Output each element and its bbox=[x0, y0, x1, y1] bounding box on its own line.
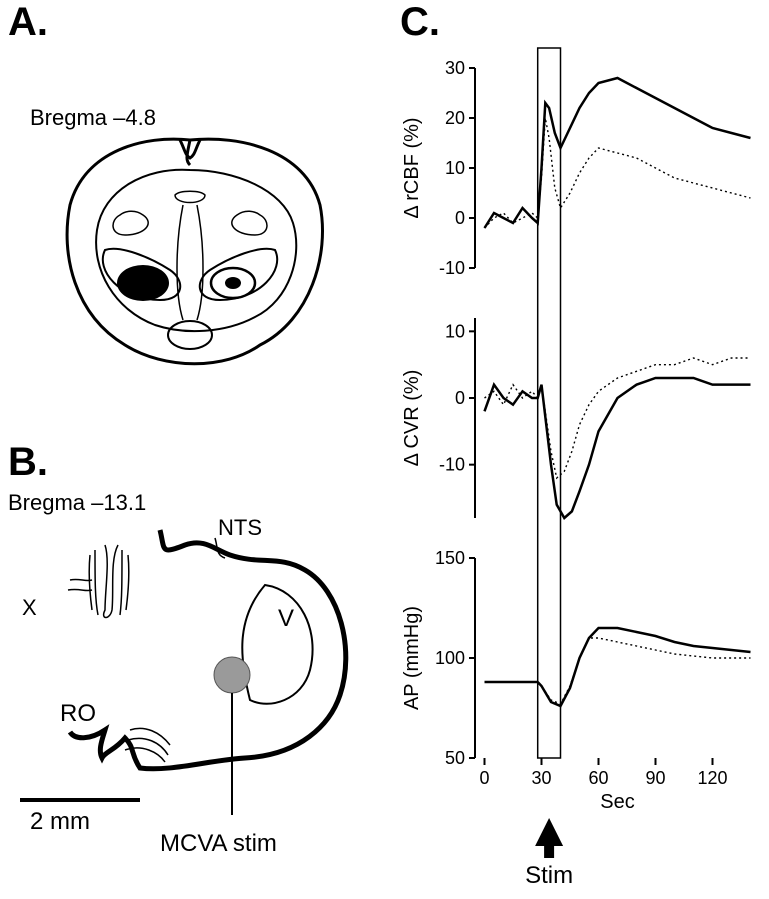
svg-text:150: 150 bbox=[435, 548, 465, 568]
svg-text:50: 50 bbox=[445, 748, 465, 768]
panel-b-label: B. bbox=[8, 440, 48, 485]
svg-text:Stim: Stim bbox=[525, 862, 573, 888]
svg-text:10: 10 bbox=[445, 321, 465, 341]
svg-text:30: 30 bbox=[445, 58, 465, 78]
mcva-stim-label: MCVA stim bbox=[160, 830, 277, 858]
svg-text:30: 30 bbox=[531, 768, 551, 788]
svg-text:10: 10 bbox=[445, 158, 465, 178]
svg-text:100: 100 bbox=[435, 648, 465, 668]
svg-text:90: 90 bbox=[645, 768, 665, 788]
svg-text:AP (mmHg): AP (mmHg) bbox=[401, 606, 423, 710]
svg-text:Δ CVR (%): Δ CVR (%) bbox=[401, 370, 423, 467]
svg-text:0: 0 bbox=[455, 208, 465, 228]
scale-bar bbox=[15, 790, 155, 810]
x-label: X bbox=[22, 595, 37, 621]
panel-a-label: A. bbox=[8, 0, 48, 45]
svg-text:-10: -10 bbox=[439, 258, 465, 278]
ro-label: RO bbox=[60, 700, 96, 728]
svg-text:Δ rCBF (%): Δ rCBF (%) bbox=[401, 117, 423, 218]
physiology-traces: -10 0 10 20 30 Δ rCBF (%) -10 0 10 Δ CVR (%) 50 100… bbox=[400, 18, 769, 888]
scale-bar-label: 2 mm bbox=[30, 808, 90, 836]
svg-text:-10: -10 bbox=[439, 455, 465, 475]
brainstem-b bbox=[10, 500, 370, 830]
svg-text:60: 60 bbox=[588, 768, 608, 788]
svg-text:20: 20 bbox=[445, 108, 465, 128]
brain-coronal-a bbox=[25, 95, 355, 395]
nts-label: NTS bbox=[218, 515, 262, 541]
svg-text:120: 120 bbox=[697, 768, 727, 788]
v-label: V bbox=[278, 605, 294, 633]
svg-text:Sec: Sec bbox=[600, 791, 634, 813]
svg-text:0: 0 bbox=[455, 388, 465, 408]
svg-text:0: 0 bbox=[479, 768, 489, 788]
